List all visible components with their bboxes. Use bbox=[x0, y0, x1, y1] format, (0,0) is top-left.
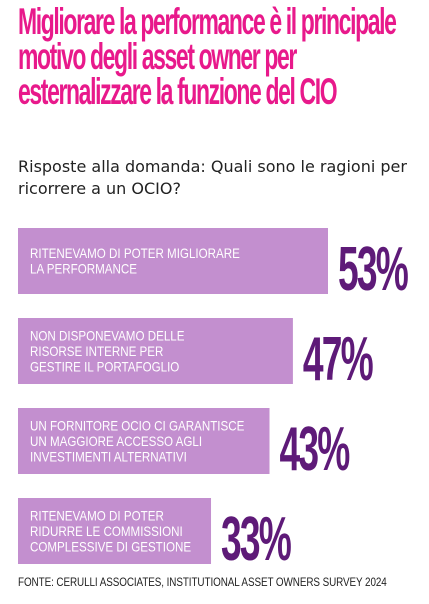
source-note: FONTE: CERULLI ASSOCIATES, INSTITUTIONAL… bbox=[18, 577, 387, 589]
bar-chart: RITENEVAMO DI POTER MIGLIORARE LA PERFORM… bbox=[18, 228, 410, 573]
bar-value-4: 33% bbox=[221, 504, 292, 573]
bar-label-2: NON DISPONEVAMO DELLE RISORSE INTERNE PER… bbox=[30, 329, 184, 375]
bar-2 bbox=[18, 318, 293, 384]
bar-4 bbox=[18, 498, 212, 564]
bar-label-3: UN FORNITORE OCIO CI GARANTISCE UN MAGGIO… bbox=[30, 419, 244, 465]
bar-value-2: 47% bbox=[303, 324, 374, 393]
bar-value-3: 43% bbox=[280, 414, 351, 483]
bar-1 bbox=[18, 228, 328, 294]
chart-title: Migliorare la performance è il principal… bbox=[18, 1, 397, 112]
chart-subtitle: Risposte alla domanda: Quali sono le rag… bbox=[18, 157, 407, 198]
bar-label-1: RITENEVAMO DI POTER MIGLIORARE LA PERFORM… bbox=[30, 246, 240, 277]
bar-value-1: 53% bbox=[338, 234, 409, 303]
bar-label-4: RITENEVAMO DI POTER RIDURRE LE COMMISSION… bbox=[30, 509, 191, 555]
bar-3 bbox=[18, 408, 270, 474]
